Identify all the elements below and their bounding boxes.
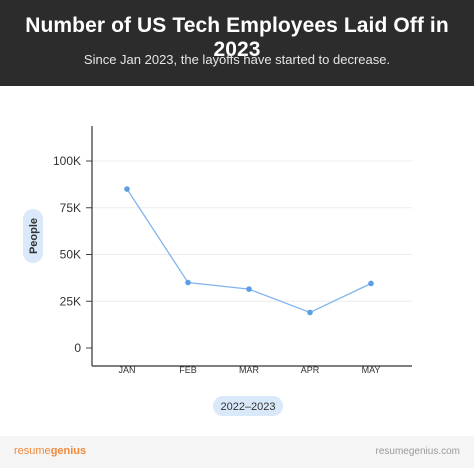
chart-subtitle: Since Jan 2023, the layoffs have started… [83, 52, 391, 67]
brand-logo-bold: genius [50, 445, 87, 457]
y-tick-label: 50K [60, 248, 81, 262]
y-tick-label: 25K [60, 294, 81, 308]
data-point [307, 309, 313, 316]
y-axis-label-background [23, 209, 43, 263]
line-chart: 025K50K75K100K150KJANFEBMARAPRMAYPeople2… [23, 126, 412, 416]
y-axis-label-pill: People [23, 209, 43, 263]
x-tick-label: FEB [179, 365, 197, 375]
x-tick-label: MAY [362, 365, 381, 375]
chart-header: Number of US Tech Employees Laid Off in … [0, 0, 474, 86]
x-tick-label: MAR [239, 365, 260, 375]
chart-title: Number of US Tech Employees Laid Off in … [25, 14, 449, 61]
y-tick-label: 75K [60, 201, 81, 215]
y-tick-label: 100K [53, 154, 81, 168]
brand-logo: resumegenius [14, 445, 86, 457]
brand-logo-light: resume [14, 445, 51, 457]
data-point [185, 279, 191, 286]
y-axis-label: People [28, 218, 40, 254]
data-point [124, 186, 130, 192]
data-point [368, 280, 374, 287]
data-point [246, 286, 252, 292]
x-axis-label: 2022–2023 [220, 401, 275, 413]
x-tick-label: APR [301, 365, 320, 375]
footer: resumegenius resumegenius.com [0, 436, 474, 468]
footer-url: resumegenius.com [375, 446, 460, 457]
x-tick-label: JAN [118, 365, 135, 375]
y-tick-label: 0 [74, 341, 81, 355]
x-axis-label-background [213, 396, 283, 416]
